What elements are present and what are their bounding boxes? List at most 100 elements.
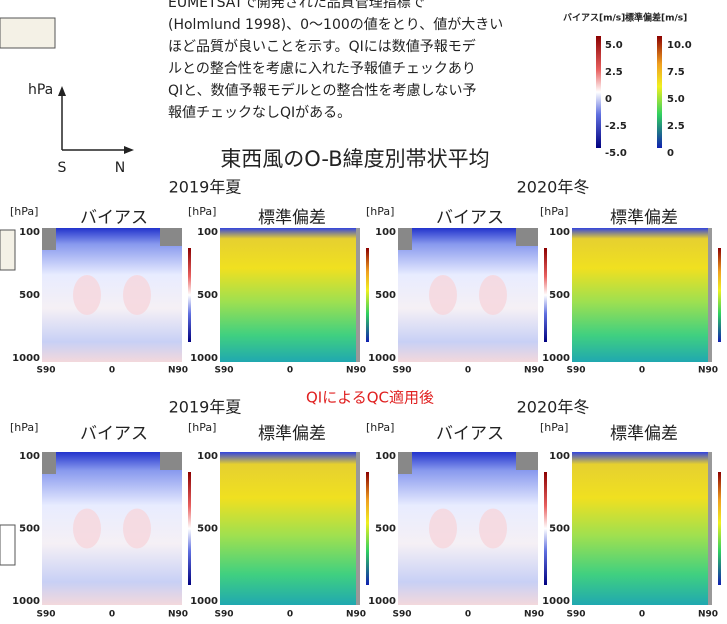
heatmap-feature xyxy=(479,275,507,315)
x-tick-label: N90 xyxy=(524,610,544,620)
y-tick-label: 500 xyxy=(375,290,396,301)
missing-area xyxy=(42,452,56,474)
axis-diagram: hPa S N xyxy=(28,82,134,176)
panel-unit: [hPa] xyxy=(10,421,38,434)
x-tick-label: S90 xyxy=(36,610,55,620)
figure-title: 東西風のO-B緯度別帯状平均 xyxy=(220,147,489,171)
y-tick-label: 500 xyxy=(549,290,570,301)
heatmap-feature xyxy=(429,275,457,315)
season-label: 2019年夏 xyxy=(169,178,242,197)
heatmap-feature xyxy=(429,508,457,549)
y-tick-label: 1000 xyxy=(190,596,218,607)
missing-area xyxy=(708,452,712,605)
panel-colorbar xyxy=(366,472,369,585)
axis-left: S xyxy=(58,160,67,176)
legend-tick: -2.5 xyxy=(605,121,627,132)
x-tick-label: 0 xyxy=(465,366,471,376)
panel-unit: [hPa] xyxy=(366,205,394,218)
y-tick-label: 500 xyxy=(197,524,218,535)
panel-colorbar xyxy=(718,248,721,342)
legend-tick: 10.0 xyxy=(667,40,692,51)
panel-label: バイアス xyxy=(436,208,504,228)
x-tick-label: 0 xyxy=(639,610,645,620)
heatmap xyxy=(398,452,538,605)
panel-unit: [hPa] xyxy=(540,205,568,218)
y-tick-label: 500 xyxy=(19,524,40,535)
panel-unit: [hPa] xyxy=(188,421,216,434)
x-tick-label: 0 xyxy=(287,366,293,376)
panel-unit: [hPa] xyxy=(10,205,38,218)
y-tick-label: 100 xyxy=(19,227,40,238)
x-tick-label: S90 xyxy=(214,366,233,376)
y-tick-label: 1000 xyxy=(12,596,40,607)
y-tick-label: 500 xyxy=(375,524,396,535)
missing-area xyxy=(398,228,412,250)
x-tick-label: S90 xyxy=(566,610,585,620)
y-tick-label: 1000 xyxy=(12,353,40,364)
legend-title: 標準偏差[m/s] xyxy=(625,12,687,24)
y-tick-label: 1000 xyxy=(368,596,396,607)
y-tick-label: 100 xyxy=(19,451,40,462)
heatmap xyxy=(220,452,360,605)
qc-note: QIによるQC適用後 xyxy=(306,389,434,407)
missing-area xyxy=(708,228,712,362)
missing-area xyxy=(516,452,538,470)
intro-text: EUMETSATで開発された品質管理指標で (Holmlund 1998)、0〜1… xyxy=(168,0,503,121)
intro-line: ルとの整合性を考慮に入れた予報値チェックあり xyxy=(168,61,476,77)
heatmap-feature xyxy=(73,275,101,315)
x-tick-label: N90 xyxy=(698,610,718,620)
heatmap xyxy=(572,452,712,605)
x-tick-label: N90 xyxy=(168,366,188,376)
panel-unit: [hPa] xyxy=(540,421,568,434)
y-tick-label: 100 xyxy=(197,227,218,238)
heatmap-feature xyxy=(479,508,507,549)
side-box xyxy=(0,524,16,566)
intro-line: EUMETSATで開発された品質管理指標で xyxy=(168,0,425,11)
axis-right: N xyxy=(115,160,125,176)
x-tick-label: N90 xyxy=(346,366,366,376)
y-tick-label: 500 xyxy=(197,290,218,301)
panel-colorbar xyxy=(544,248,547,342)
heatmap xyxy=(220,228,360,362)
panel-unit: [hPa] xyxy=(188,205,216,218)
panel-label: 標準偏差 xyxy=(610,424,678,444)
y-tick-label: 100 xyxy=(375,451,396,462)
legend-tick: 5.0 xyxy=(667,94,685,105)
y-tick-label: 500 xyxy=(549,524,570,535)
missing-area xyxy=(516,228,538,246)
x-tick-label: N90 xyxy=(346,610,366,620)
y-tick-label: 100 xyxy=(549,227,570,238)
intro-line: (Holmlund 1998)、0〜100の値をとり、値が大きい xyxy=(168,17,503,33)
legend-tick: 0 xyxy=(605,94,612,105)
panel-label: バイアス xyxy=(80,424,148,444)
legend-tick: 2.5 xyxy=(667,121,685,132)
x-tick-label: N90 xyxy=(524,366,544,376)
season-label: 2020年冬 xyxy=(517,178,590,197)
x-tick-label: S90 xyxy=(214,610,233,620)
panel-colorbar xyxy=(366,248,369,342)
x-tick-label: N90 xyxy=(168,610,188,620)
legend-tick: 5.0 xyxy=(605,40,623,51)
y-tick-label: 1000 xyxy=(190,353,218,364)
colorbar xyxy=(596,36,601,148)
intro-line: 報値チェックなしQIがある。 xyxy=(168,105,351,121)
axis-y-label: hPa xyxy=(28,82,53,98)
colorbar xyxy=(657,36,662,148)
panel-colorbar xyxy=(544,472,547,585)
legend-tick: 7.5 xyxy=(667,67,685,78)
missing-area xyxy=(160,452,182,470)
panel-label: バイアス xyxy=(436,424,504,444)
x-tick-label: S90 xyxy=(392,610,411,620)
panel-label: 標準偏差 xyxy=(258,208,326,228)
panel-label: 標準偏差 xyxy=(258,424,326,444)
heatmap-feature xyxy=(123,508,151,549)
heatmap-feature xyxy=(123,275,151,315)
legend-tick: -5.0 xyxy=(605,148,627,159)
season-label: 2020年冬 xyxy=(517,398,590,417)
legend-title: バイアス[m/s] xyxy=(563,13,625,24)
missing-area xyxy=(160,228,182,246)
panel-colorbar xyxy=(718,472,721,585)
heatmap-feature xyxy=(73,508,101,549)
missing-area xyxy=(398,452,412,474)
x-tick-label: 0 xyxy=(639,366,645,376)
